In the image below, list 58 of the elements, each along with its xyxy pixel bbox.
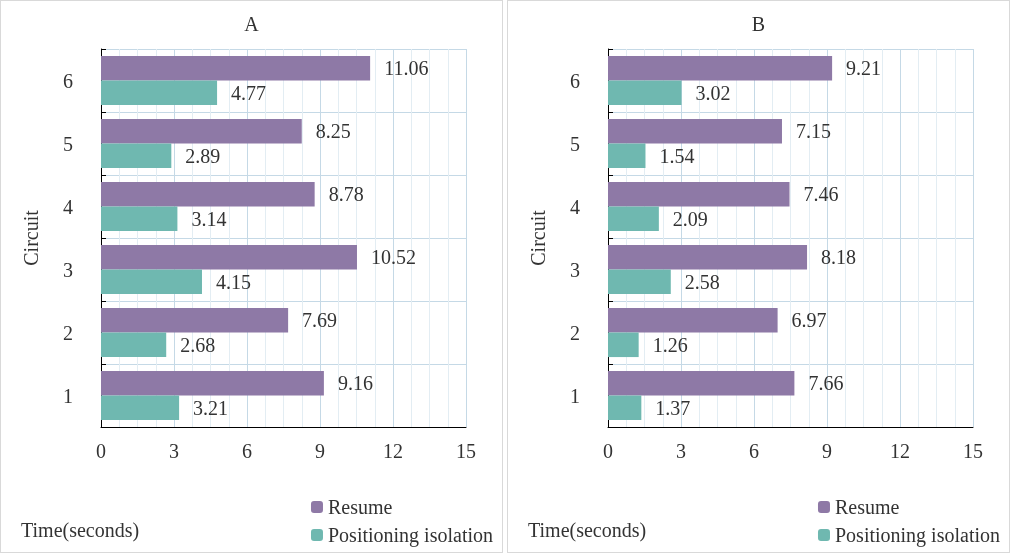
data-label: 2.58 — [684, 270, 720, 293]
y-tick-label: 2 — [63, 321, 73, 344]
data-label: 2.09 — [672, 207, 708, 230]
data-label: 7.15 — [795, 120, 831, 143]
x-tick-label: 15 — [456, 440, 476, 462]
data-label: 9.16 — [337, 372, 373, 395]
x-tick-label: 12 — [890, 440, 910, 462]
y-tick-label: 4 — [63, 195, 73, 218]
data-label: 3.14 — [191, 207, 227, 230]
x-tick-label: 0 — [603, 440, 613, 462]
y-tick-label: 5 — [570, 132, 580, 155]
data-label: 8.18 — [821, 246, 857, 269]
y-axis-title: Circuit — [20, 209, 42, 266]
legend-label: Resume — [834, 496, 900, 518]
x-tick-label: 12 — [383, 440, 403, 462]
legend-label: Resume — [327, 496, 393, 518]
chart-title: B — [751, 13, 766, 35]
x-tick-label: 9 — [315, 440, 325, 462]
data-label: 4.77 — [231, 81, 267, 104]
data-label: 3.21 — [193, 396, 229, 419]
y-tick-label: 6 — [570, 69, 580, 92]
data-label: 6.97 — [791, 309, 827, 332]
x-tick-label: 6 — [749, 440, 759, 462]
x-tick-label: 6 — [242, 440, 252, 462]
y-tick-label: 2 — [570, 321, 580, 344]
legend-label: Positioning isolation — [834, 524, 1001, 547]
x-tick-label: 9 — [822, 440, 832, 462]
y-tick-label: 5 — [63, 132, 73, 155]
y-tick-label: 4 — [570, 195, 580, 218]
legend-label: Positioning isolation — [327, 524, 494, 547]
y-tick-label: 1 — [63, 384, 73, 407]
data-label: 7.46 — [803, 183, 839, 206]
data-label: 8.78 — [328, 183, 364, 206]
y-tick-label: 3 — [570, 258, 580, 281]
x-tick-label: 3 — [169, 440, 179, 462]
x-axis-title: Time(seconds) — [21, 519, 140, 542]
data-label: 1.54 — [659, 144, 695, 167]
y-axis-title: Circuit — [527, 209, 549, 266]
data-label: 1.37 — [655, 396, 691, 419]
data-label: 7.69 — [302, 309, 338, 332]
data-label: 9.21 — [846, 57, 882, 80]
data-label: 8.25 — [315, 120, 351, 143]
data-label: 1.26 — [652, 333, 688, 356]
data-label: 4.15 — [215, 270, 251, 293]
x-tick-label: 15 — [963, 440, 983, 462]
data-label: 7.66 — [808, 372, 844, 395]
y-tick-label: 6 — [63, 69, 73, 92]
data-label: 10.52 — [370, 246, 416, 269]
chart-title: A — [244, 13, 260, 35]
x-axis-title: Time(seconds) — [528, 519, 647, 542]
x-tick-label: 0 — [96, 440, 106, 462]
data-label: 2.89 — [185, 144, 221, 167]
x-tick-label: 3 — [676, 440, 686, 462]
data-label: 3.02 — [695, 81, 731, 104]
data-label: 2.68 — [180, 333, 216, 356]
data-label: 11.06 — [384, 57, 429, 80]
y-tick-label: 3 — [63, 258, 73, 281]
y-tick-label: 1 — [570, 384, 580, 407]
